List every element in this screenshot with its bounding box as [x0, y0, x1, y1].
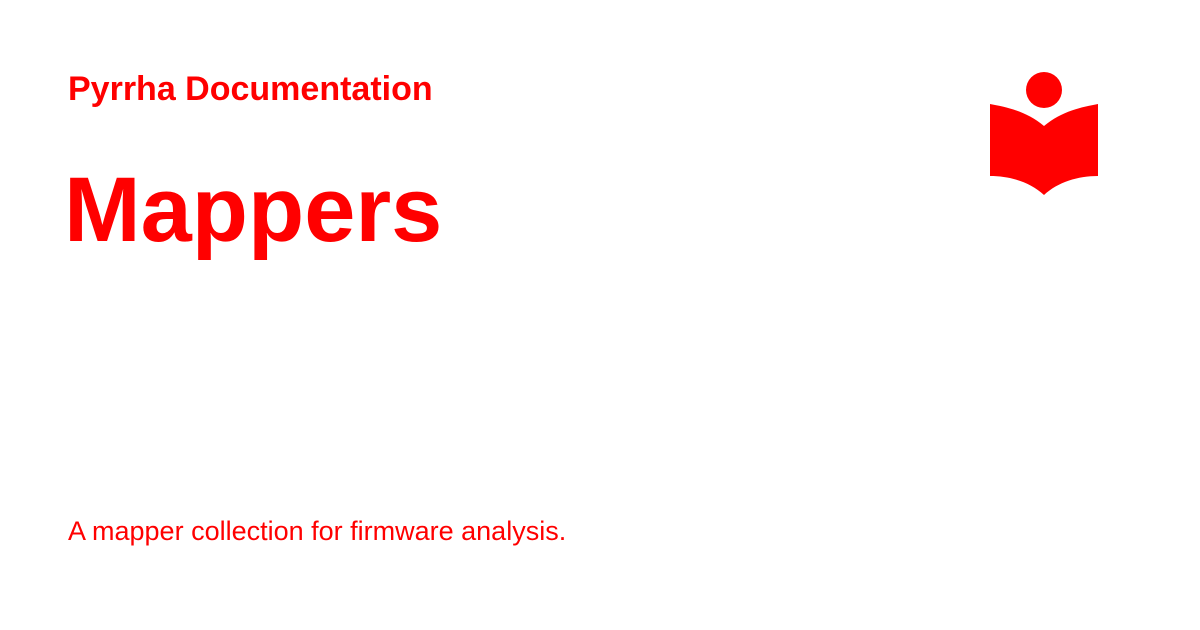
reader-book-icon: [990, 72, 1098, 195]
page-title: Mappers: [64, 159, 443, 261]
site-name: Pyrrha Documentation: [68, 70, 433, 108]
page-description: A mapper collection for firmware analysi…: [68, 516, 567, 546]
